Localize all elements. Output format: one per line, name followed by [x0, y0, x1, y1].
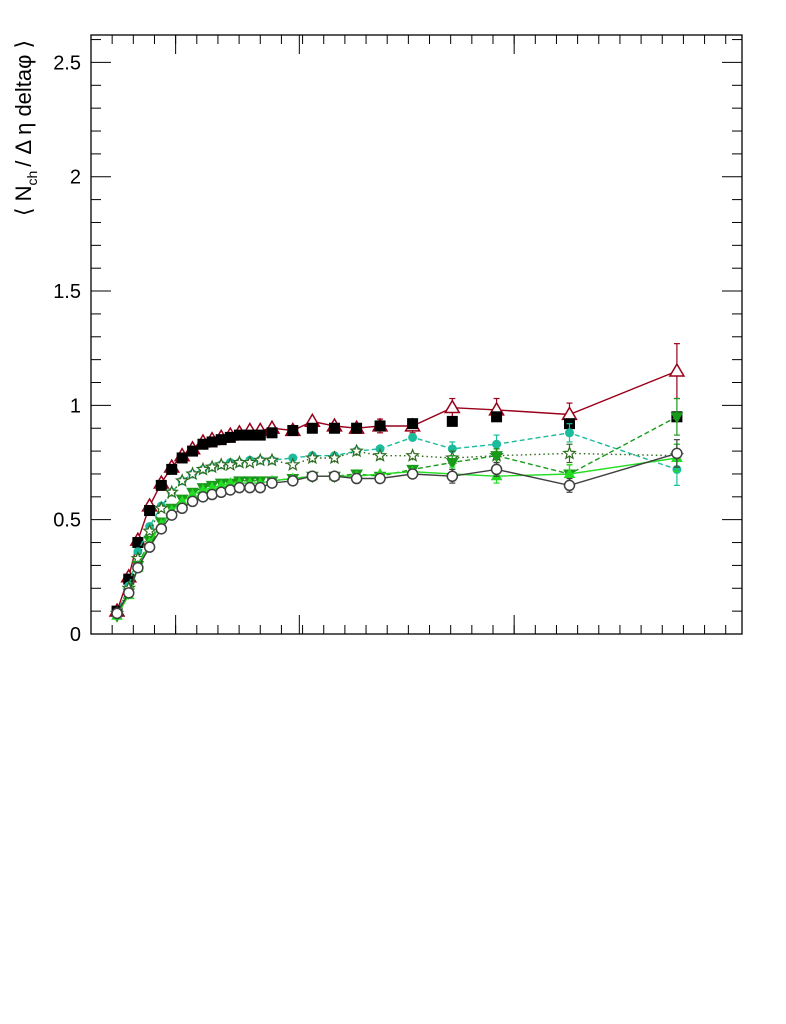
- data-point: [213, 457, 229, 471]
- data-point: [561, 406, 578, 421]
- series-line: [116, 450, 677, 614]
- data-point: [206, 436, 218, 448]
- data-point: [185, 466, 200, 481]
- data-point: [204, 459, 220, 474]
- data-point: [176, 502, 188, 515]
- data-point: [215, 434, 227, 446]
- y-tick-label: 1.5: [53, 281, 81, 303]
- data-series: [108, 343, 686, 623]
- data-point: [254, 481, 267, 494]
- y-axis-title-subscript: ch: [24, 171, 40, 186]
- data-point: [328, 470, 341, 482]
- data-point: [233, 429, 245, 441]
- data-point: [287, 475, 299, 487]
- series-5: [110, 397, 684, 623]
- data-point: [186, 495, 199, 508]
- data-point: [446, 415, 458, 427]
- data-point: [176, 452, 188, 464]
- data-point: [407, 418, 419, 430]
- series-1: [108, 343, 686, 617]
- data-point: [408, 432, 418, 442]
- data-point: [445, 458, 459, 470]
- data-point: [132, 561, 144, 574]
- data-point: [223, 457, 238, 471]
- plot-frame: [90, 34, 743, 635]
- series-line: [116, 457, 678, 617]
- data-point: [174, 473, 190, 487]
- data-point: [374, 472, 386, 485]
- data-point: [155, 479, 167, 491]
- data-point: [374, 420, 386, 432]
- data-point: [564, 428, 574, 438]
- data-point: [285, 457, 301, 471]
- data-point: [490, 463, 503, 476]
- data-point: [242, 454, 258, 469]
- data-point: [132, 537, 144, 549]
- data-point: [254, 429, 266, 441]
- data-point: [143, 541, 156, 553]
- data-point: [224, 431, 236, 443]
- data-point: [491, 411, 503, 423]
- data-point: [563, 467, 576, 478]
- data-point: [244, 481, 256, 494]
- data-point: [492, 439, 502, 449]
- y-axis-title-rest: / Δ η deltaφ ⟩: [11, 40, 36, 167]
- data-point: [351, 422, 363, 434]
- data-point: [563, 479, 576, 492]
- y-tick-label: 1: [70, 395, 81, 417]
- data-point: [305, 450, 320, 465]
- series-6: [111, 443, 683, 620]
- data-point: [668, 362, 686, 377]
- data-point: [252, 452, 268, 467]
- series-line: [116, 452, 678, 614]
- y-tick-label: 0: [70, 624, 81, 646]
- data-point: [490, 451, 503, 463]
- y-axis-title-open: ⟨ N: [11, 186, 36, 217]
- data-point: [350, 472, 363, 485]
- data-point: [142, 523, 157, 538]
- data-point: [165, 509, 178, 521]
- data-point: [264, 452, 280, 467]
- data-point: [166, 463, 178, 475]
- data-point: [349, 443, 364, 458]
- data-point: [266, 477, 278, 489]
- data-point: [187, 445, 199, 457]
- data-point: [233, 481, 246, 494]
- data-point: [244, 429, 256, 441]
- data-point: [154, 500, 169, 515]
- data-point: [405, 448, 420, 462]
- y-tick-label: 2: [70, 167, 81, 189]
- data-point: [306, 422, 318, 434]
- data-point: [111, 607, 123, 620]
- data-point: [446, 470, 459, 482]
- y-tick-label: 0.5: [53, 510, 81, 532]
- data-point: [197, 438, 209, 450]
- data-point: [287, 425, 299, 437]
- data-point: [195, 461, 211, 476]
- y-tick-labels: 0 0.5 1 1.5 2 2.5: [53, 52, 81, 646]
- data-point: [164, 484, 179, 499]
- data-point: [671, 447, 683, 460]
- axis-ticks: [90, 35, 743, 635]
- data-point: [443, 399, 461, 414]
- data-point: [372, 448, 388, 462]
- series-7: [111, 439, 683, 620]
- data-point: [123, 587, 135, 599]
- data-point: [328, 422, 340, 434]
- data-point: [144, 505, 156, 517]
- data-point: [670, 412, 684, 424]
- y-tick-label: 2.5: [53, 52, 81, 74]
- data-point: [406, 468, 419, 480]
- series-line: [116, 432, 678, 614]
- data-point: [306, 470, 319, 482]
- data-point: [562, 445, 577, 460]
- data-point: [266, 427, 278, 439]
- data-point: [232, 454, 247, 469]
- data-point: [155, 523, 168, 535]
- data-point: [327, 450, 342, 465]
- y-axis-title: ⟨ Nch / Δ η deltaφ ⟩: [11, 40, 40, 216]
